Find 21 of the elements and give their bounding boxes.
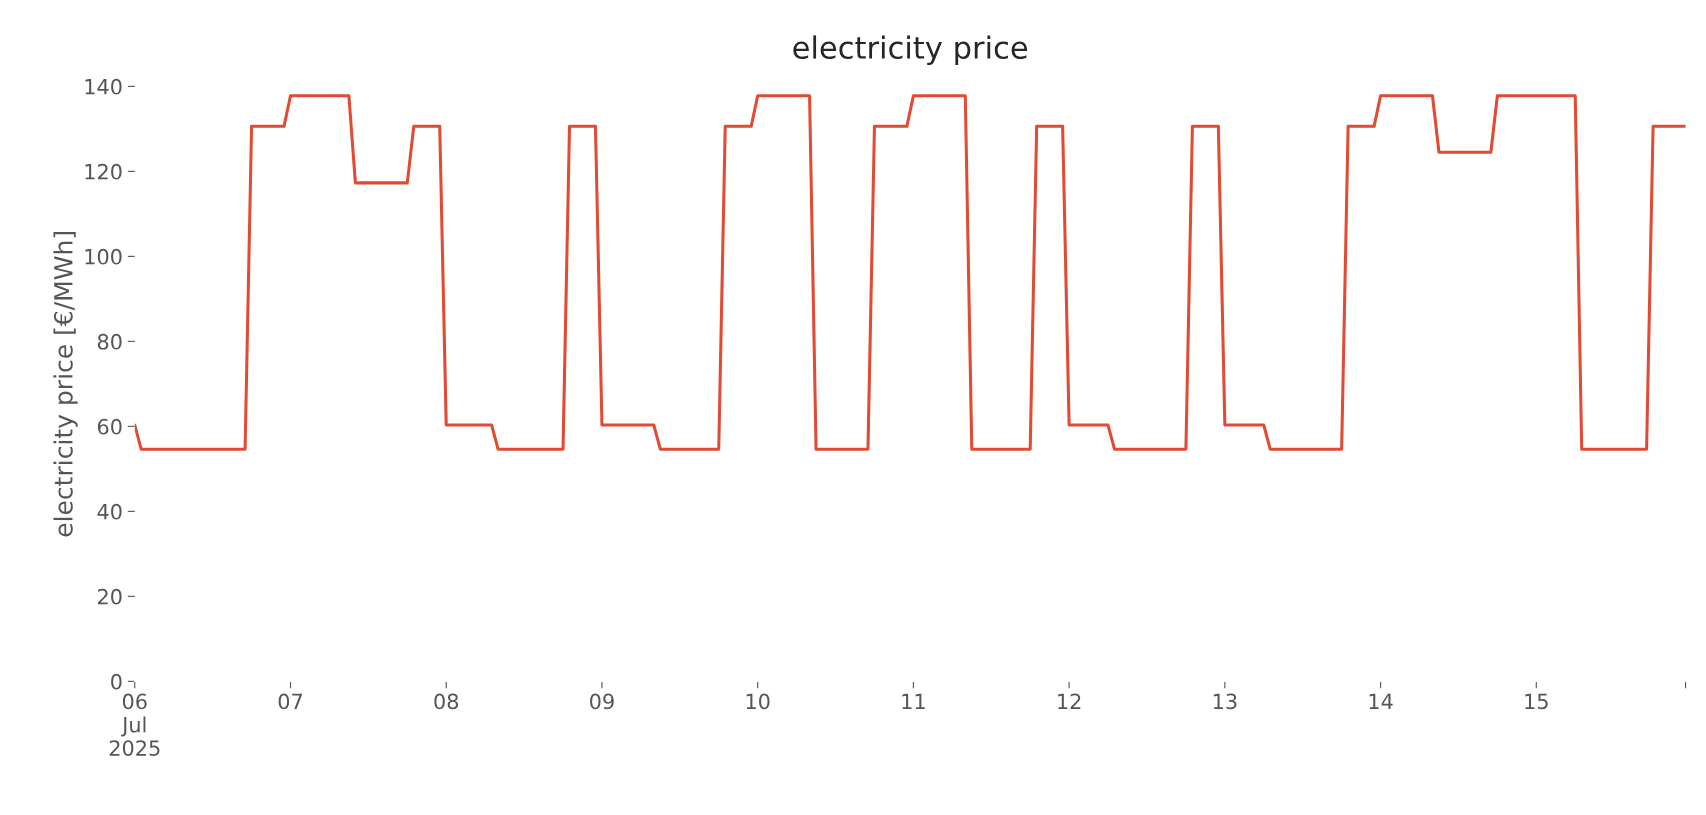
chart-title: electricity price [793, 35, 1028, 65]
y-tick-label: 40 [97, 503, 122, 520]
x-tick-label: 14 [1369, 693, 1393, 709]
y-axis-title: electricity price [€/MWh] [53, 232, 78, 537]
y-tick-label: 120 [85, 163, 122, 180]
y-tick-label: 140 [85, 78, 122, 95]
x-tick-label: 12 [1058, 693, 1081, 709]
x-tick-label: 13 [1213, 693, 1237, 710]
y-tick-label: 60 [97, 418, 122, 435]
y-tick-label: 100 [85, 248, 122, 265]
x-tick-label: 10 [746, 693, 770, 710]
line-series [134, 94, 1686, 451]
x-tick-label: 11 [902, 693, 925, 709]
y-tick-label: 0 [111, 673, 122, 690]
x-tick-label: 08 [434, 693, 459, 710]
y-tick-label: 80 [97, 333, 122, 350]
x-tick-label: 09 [590, 693, 614, 710]
y-tick-label: 20 [97, 588, 122, 605]
x-tick-label: 06 Jul 2025 [109, 693, 160, 756]
x-tick-label: 15 [1525, 693, 1548, 710]
x-tick-label: 07 [278, 693, 302, 710]
